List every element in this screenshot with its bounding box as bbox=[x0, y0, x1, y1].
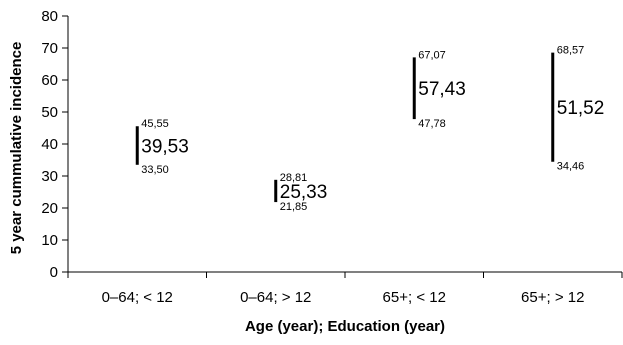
y-tick-label: 60 bbox=[41, 72, 58, 89]
y-tick-label: 30 bbox=[41, 168, 58, 185]
mean-value-label: 57,43 bbox=[418, 79, 466, 100]
high-value-label: 68,57 bbox=[557, 45, 585, 57]
y-axis-title: 5 year cummulative incidence bbox=[8, 42, 25, 255]
low-value-label: 21,85 bbox=[280, 201, 308, 213]
y-tick-label: 0 bbox=[50, 264, 58, 281]
y-tick-label: 10 bbox=[41, 232, 58, 249]
mean-value-label: 39,53 bbox=[141, 137, 189, 158]
y-tick-label: 40 bbox=[41, 136, 58, 153]
y-ticks: 0 10 20 30 40 50 60 70 80 bbox=[41, 8, 68, 281]
low-value-label: 47,78 bbox=[418, 118, 446, 130]
y-tick-label: 50 bbox=[41, 104, 58, 121]
y-tick-label: 80 bbox=[41, 8, 58, 25]
low-value-label: 33,50 bbox=[141, 164, 169, 176]
mean-value-label: 51,52 bbox=[557, 98, 605, 119]
x-tick-label: 0–64; < 12 bbox=[102, 289, 173, 306]
x-tick-label: 0–64; > 12 bbox=[240, 289, 311, 306]
mean-value-label: 25,33 bbox=[280, 182, 328, 203]
high-value-label: 45,55 bbox=[141, 118, 169, 130]
x-axis-title: Age (year); Education (year) bbox=[245, 318, 445, 335]
low-value-label: 34,46 bbox=[557, 161, 585, 173]
y-tick-label: 70 bbox=[41, 40, 58, 57]
high-value-label: 67,07 bbox=[418, 49, 446, 61]
x-tick-label: 65+; > 12 bbox=[521, 289, 584, 306]
x-tick-label: 65+; < 12 bbox=[383, 289, 446, 306]
x-ticks: 0–64; < 12 0–64; > 12 65+; < 12 65+; > 12 bbox=[67, 272, 623, 306]
high-value-label: 28,81 bbox=[280, 172, 308, 184]
y-tick-label: 20 bbox=[41, 200, 58, 217]
